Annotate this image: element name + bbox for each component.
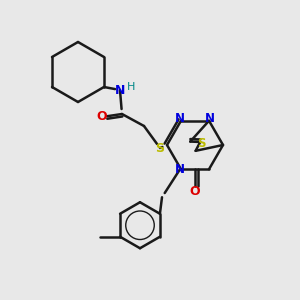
Text: O: O (190, 185, 200, 198)
Text: O: O (97, 110, 107, 124)
Text: N: N (175, 163, 185, 176)
Text: H: H (127, 82, 135, 92)
Text: N: N (115, 83, 125, 97)
Text: N: N (205, 112, 215, 125)
Text: S: S (197, 137, 206, 151)
Text: N: N (175, 112, 185, 125)
Text: S: S (155, 142, 164, 154)
